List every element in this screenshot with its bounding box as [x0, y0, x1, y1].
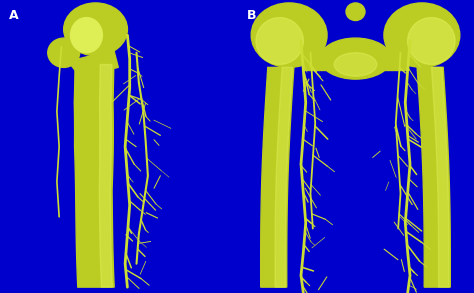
Polygon shape: [303, 47, 408, 70]
Polygon shape: [68, 50, 118, 76]
Ellipse shape: [71, 18, 102, 53]
Polygon shape: [74, 64, 114, 287]
Ellipse shape: [48, 38, 80, 67]
Ellipse shape: [346, 3, 365, 21]
Ellipse shape: [251, 3, 327, 67]
Ellipse shape: [320, 38, 391, 79]
Ellipse shape: [334, 53, 377, 76]
Polygon shape: [275, 67, 292, 287]
Text: A: A: [9, 9, 19, 22]
Ellipse shape: [64, 3, 128, 56]
Ellipse shape: [408, 18, 455, 64]
Polygon shape: [417, 67, 450, 287]
Polygon shape: [100, 64, 112, 287]
Ellipse shape: [384, 3, 460, 67]
Ellipse shape: [256, 18, 303, 64]
Text: B: B: [246, 9, 256, 22]
Polygon shape: [431, 67, 449, 287]
Polygon shape: [261, 67, 294, 287]
